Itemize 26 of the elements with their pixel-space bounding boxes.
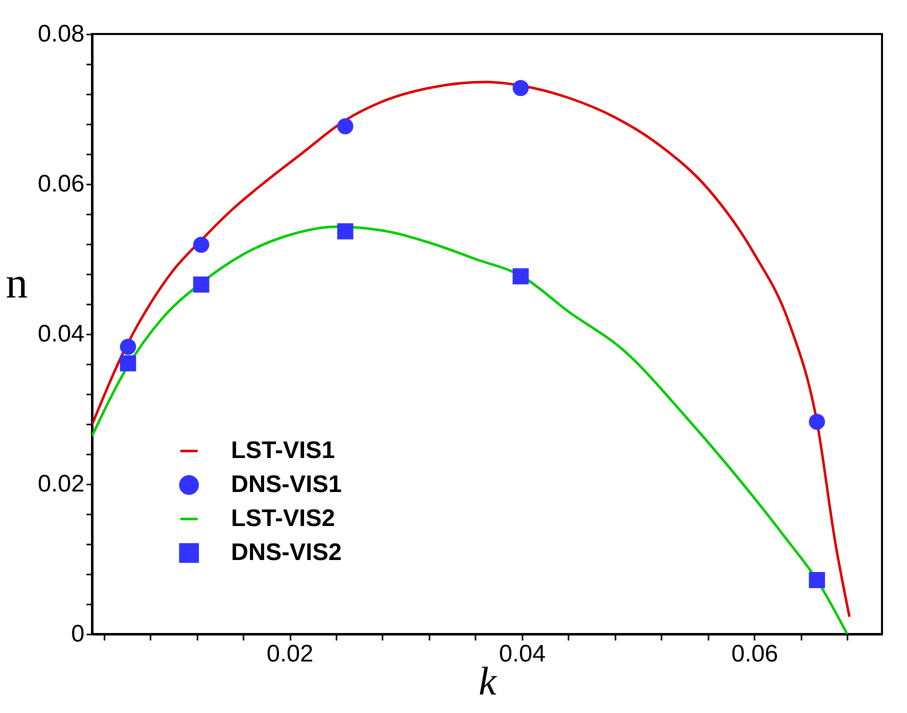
x-tick-label: 0.02 — [266, 640, 314, 668]
point — [120, 355, 136, 372]
legend-label: LST-VIS2 — [231, 505, 336, 532]
y-axis-title: n — [6, 258, 28, 308]
y-tick-label: 0.08 — [38, 20, 84, 48]
legend-label: LST-VIS1 — [231, 437, 336, 464]
legend-label: DNS-VIS1 — [231, 471, 342, 498]
point — [512, 80, 529, 96]
line-series — [92, 80, 851, 618]
y-tick-label: 0.02 — [38, 470, 84, 498]
point — [512, 268, 529, 284]
point — [808, 414, 826, 430]
y-tick-label: 0.04 — [38, 320, 84, 348]
y-tick-label: 0.06 — [38, 170, 84, 198]
point — [337, 223, 354, 240]
point — [193, 236, 210, 253]
point — [808, 572, 826, 588]
point — [120, 338, 136, 355]
x-tick-label: 0.06 — [731, 640, 778, 668]
line-series — [92, 226, 848, 634]
y-tick-label: 0 — [71, 620, 84, 648]
point — [193, 276, 210, 293]
x-axis-title: k — [478, 658, 498, 704]
legend-label: DNS-VIS2 — [231, 539, 342, 566]
point — [337, 118, 354, 134]
x-tick-label: 0.04 — [498, 640, 546, 668]
